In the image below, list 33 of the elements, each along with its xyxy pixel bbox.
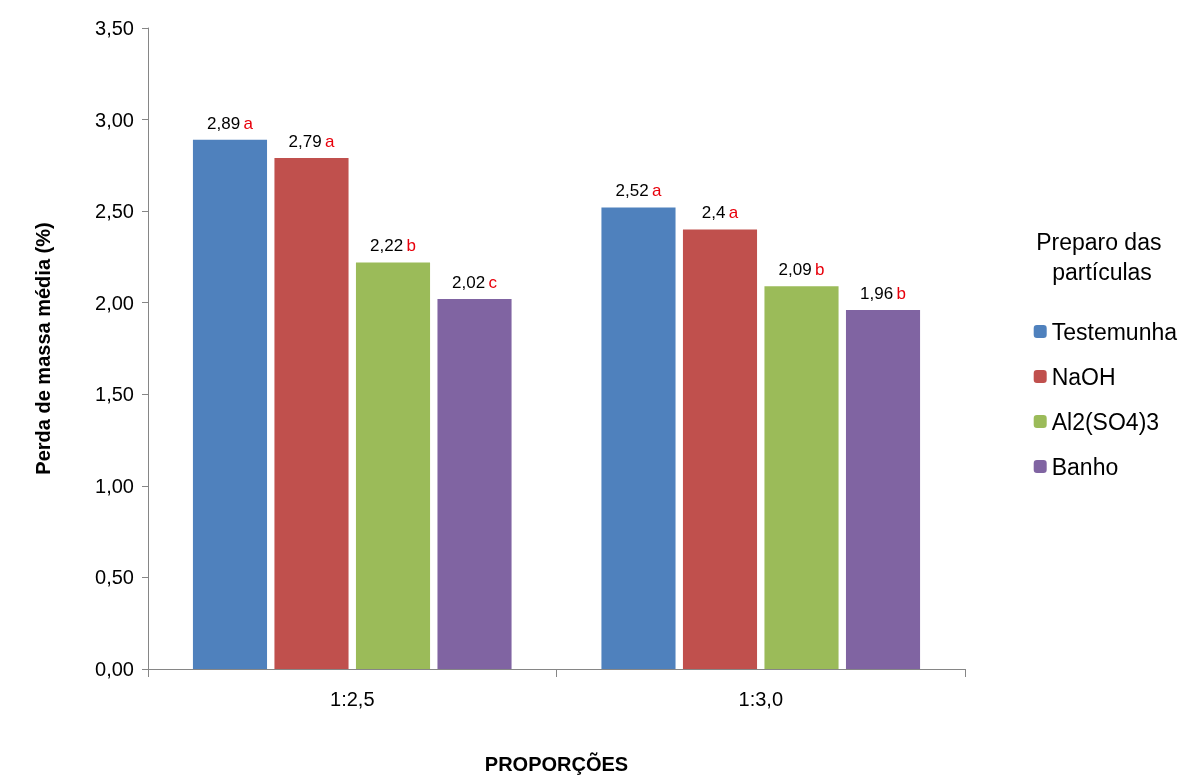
legend-label: Al2(SO4)3 [1051, 408, 1160, 435]
y-tick-label: 3,50 [95, 17, 134, 39]
y-tick-label: 0,50 [95, 566, 134, 589]
bar [601, 207, 676, 669]
legend-label: Banho [1051, 453, 1119, 480]
legend-label: NaOH [1051, 363, 1116, 390]
y-tick-label: 1,50 [95, 383, 134, 406]
y-tick-label: 2,00 [95, 291, 134, 314]
bar [192, 139, 268, 669]
y-tick-label: 1,00 [95, 474, 134, 497]
x-tick-label: 1:3,0 [738, 688, 783, 710]
x-tick-label: 1:2,5 [330, 688, 375, 710]
y-axis-title: Perda de massa média (%) [32, 222, 54, 475]
bar [845, 310, 921, 669]
data-label: 2,22 b [370, 236, 416, 256]
x-axis-title: PROPORÇÕES [484, 752, 629, 775]
data-label: 1,96 b [860, 284, 906, 304]
data-label: 2,09 b [778, 260, 825, 280]
y-tick-label: 3,00 [95, 108, 134, 131]
bar [274, 158, 349, 669]
y-tick-label: 0,00 [95, 658, 134, 680]
data-label: 2,79 a [288, 132, 335, 152]
data-label: 2,02 c [452, 273, 498, 293]
bar [355, 262, 431, 669]
bar [682, 229, 758, 669]
legend-label: Testemunha [1051, 318, 1178, 345]
data-label: 2,89 a [207, 113, 254, 133]
y-tick-label: 2,50 [95, 200, 134, 223]
legend-title: Preparo das partículas [1036, 229, 1168, 285]
data-label: 2,52 a [615, 181, 662, 201]
bar [437, 299, 512, 669]
bar [764, 286, 839, 669]
data-label: 2,4 a [701, 203, 739, 223]
